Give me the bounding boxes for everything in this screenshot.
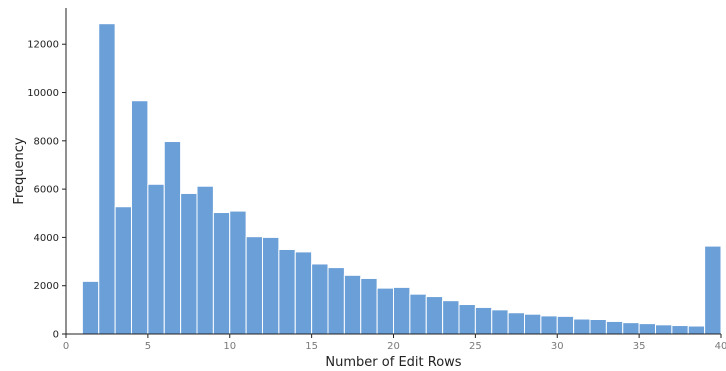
histogram-bar	[360, 277, 378, 335]
y-tick-label: 6000	[34, 185, 59, 196]
histogram-bar	[458, 304, 476, 335]
histogram-bar	[524, 313, 542, 335]
bars-group	[81, 23, 722, 335]
histogram-bar	[229, 210, 247, 335]
histogram-bar	[704, 245, 722, 335]
histogram-bar	[409, 293, 427, 335]
histogram-bar	[671, 325, 689, 335]
histogram-bar	[442, 300, 460, 335]
x-tick-label: 20	[387, 341, 400, 352]
ticks-group: 0 2000 4000 6000 8000 10000 12000 0 5 10 15 20 25 30 3…	[27, 40, 726, 352]
histogram-bar	[556, 315, 575, 335]
histogram-bar	[245, 236, 263, 335]
histogram-bar	[327, 267, 345, 335]
x-tick-label: 25	[469, 341, 482, 352]
histogram-bar	[474, 306, 493, 335]
histogram-bar	[196, 185, 214, 335]
histogram-bar	[311, 263, 329, 335]
y-tick-label: 4000	[34, 233, 59, 244]
histogram-bar	[131, 100, 149, 335]
histogram-bar	[540, 315, 558, 335]
histogram-bar	[262, 236, 280, 335]
x-tick-label: 15	[305, 341, 318, 352]
histogram-bar	[343, 274, 362, 335]
histogram-bar	[294, 251, 313, 335]
histogram-bar	[622, 322, 640, 335]
y-tick-label: 8000	[34, 136, 59, 147]
y-tick-label: 0	[53, 330, 59, 341]
histogram-bar	[573, 318, 591, 335]
histogram-bar	[114, 206, 132, 335]
histogram-bar	[98, 23, 116, 335]
histogram-bar	[589, 319, 607, 335]
histogram-bar	[147, 183, 165, 335]
histogram-bar	[376, 287, 394, 335]
x-tick-label: 0	[63, 341, 69, 352]
histogram-bar	[163, 141, 182, 335]
y-tick-label: 12000	[27, 40, 59, 51]
histogram-bar	[491, 309, 509, 335]
y-axis-title: Frequency	[12, 137, 27, 204]
x-tick-label: 30	[551, 341, 564, 352]
histogram-bar	[278, 248, 296, 335]
histogram-bar	[687, 325, 706, 335]
histogram-bar	[655, 324, 673, 335]
histogram-bar	[638, 323, 656, 335]
x-tick-label: 40	[715, 341, 726, 352]
histogram-bar	[212, 212, 231, 335]
histogram-bar	[393, 286, 411, 335]
x-tick-label: 10	[223, 341, 236, 352]
x-axis-title: Number of Edit Rows	[325, 355, 461, 370]
y-tick-label: 2000	[34, 281, 59, 292]
x-tick-label: 35	[633, 341, 646, 352]
histogram-bar	[507, 312, 525, 335]
histogram-bar	[605, 320, 624, 335]
histogram-bar	[81, 280, 100, 335]
histogram-bar	[425, 296, 444, 335]
y-tick-label: 10000	[27, 88, 59, 99]
histogram-bar	[180, 192, 198, 335]
x-tick-label: 5	[145, 341, 151, 352]
